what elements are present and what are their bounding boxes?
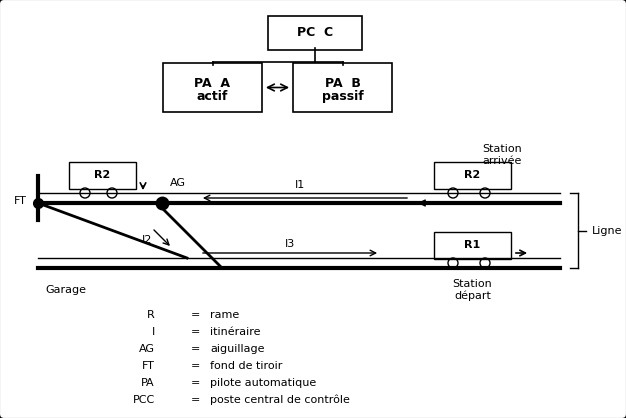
Text: Garage: Garage (45, 285, 86, 295)
Text: fond de tiroir: fond de tiroir (210, 361, 282, 371)
Text: =: = (190, 327, 200, 337)
Text: R2: R2 (464, 171, 481, 181)
Text: R1: R1 (464, 240, 481, 250)
FancyBboxPatch shape (434, 232, 511, 259)
Text: =: = (190, 361, 200, 371)
Text: PA  A: PA A (195, 77, 230, 90)
FancyBboxPatch shape (268, 16, 362, 50)
FancyBboxPatch shape (293, 63, 392, 112)
Text: passif: passif (322, 90, 363, 103)
Text: =: = (190, 378, 200, 388)
Text: Station
arrivée: Station arrivée (483, 144, 522, 166)
Text: pilote automatique: pilote automatique (210, 378, 316, 388)
Text: =: = (190, 395, 200, 405)
Text: FT: FT (14, 196, 26, 206)
Text: actif: actif (197, 90, 228, 103)
Text: aiguillage: aiguillage (210, 344, 265, 354)
Text: rame: rame (210, 310, 239, 320)
Text: R2: R2 (95, 171, 111, 181)
Text: =: = (190, 344, 200, 354)
Text: I1: I1 (295, 180, 305, 190)
Text: PA: PA (141, 378, 155, 388)
Text: PC  C: PC C (297, 26, 333, 39)
Text: I: I (151, 327, 155, 337)
FancyBboxPatch shape (163, 63, 262, 112)
Text: AG: AG (170, 178, 186, 188)
Text: I3: I3 (285, 239, 295, 249)
Text: PA  B: PA B (324, 77, 361, 90)
Text: PCC: PCC (133, 395, 155, 405)
Text: itinéraire: itinéraire (210, 327, 260, 337)
FancyBboxPatch shape (434, 162, 511, 189)
Text: AG: AG (139, 344, 155, 354)
Text: FT: FT (142, 361, 155, 371)
Text: I2: I2 (142, 235, 152, 245)
Text: =: = (190, 310, 200, 320)
Text: Ligne: Ligne (592, 225, 622, 235)
Text: Station
départ: Station départ (453, 279, 493, 301)
Text: poste central de contrôle: poste central de contrôle (210, 395, 350, 405)
FancyBboxPatch shape (69, 162, 136, 189)
Text: R: R (147, 310, 155, 320)
